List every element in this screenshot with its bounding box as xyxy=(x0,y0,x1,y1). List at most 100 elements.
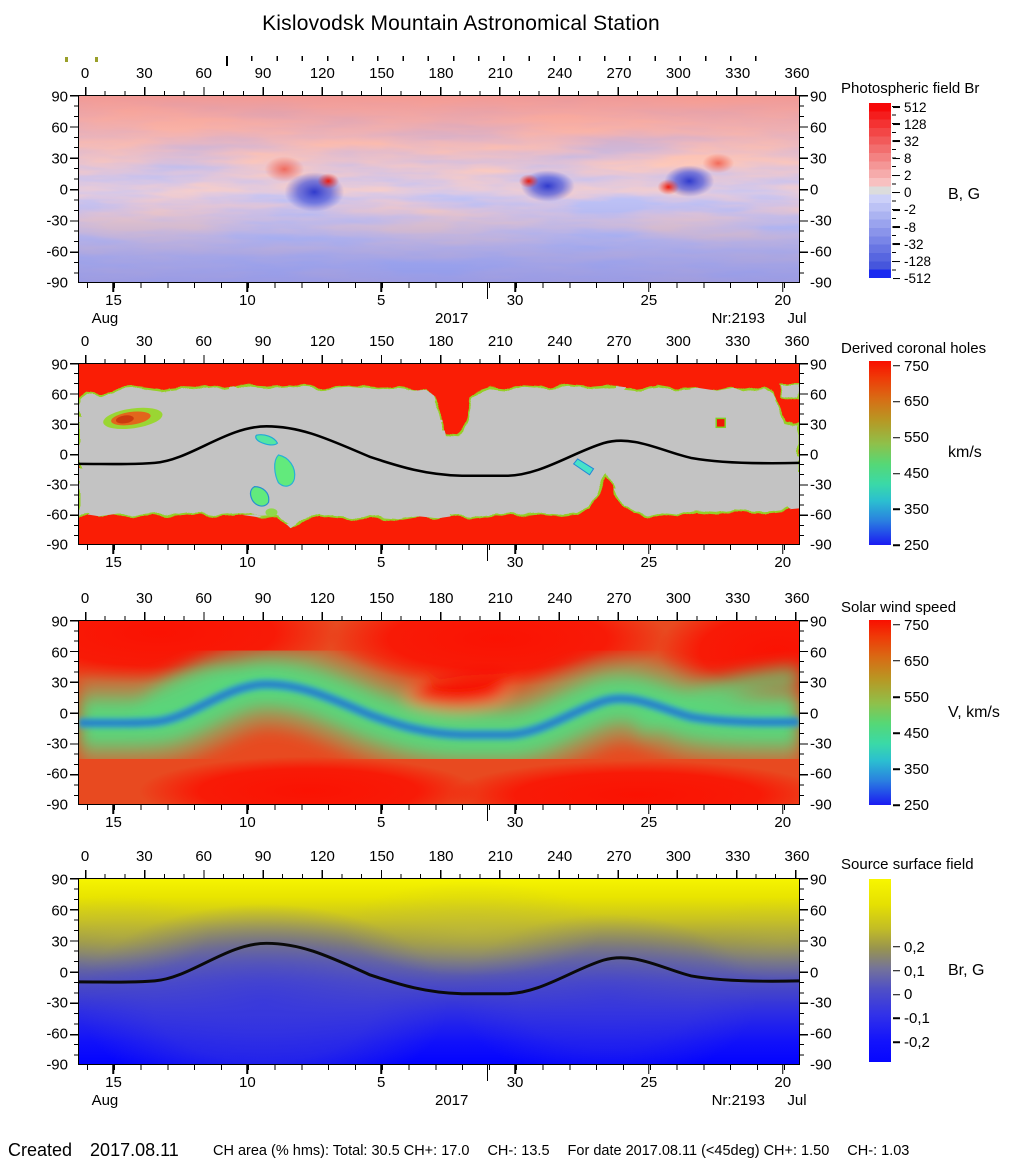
created-label: Created xyxy=(8,1140,73,1160)
tick-dash xyxy=(893,191,900,194)
longitude-tick-label: 120 xyxy=(309,590,335,607)
month-boundary-tick xyxy=(486,805,489,821)
year-label: 2017 xyxy=(434,310,469,327)
date-ticks xyxy=(85,1065,797,1081)
longitude-tick-label: 90 xyxy=(254,848,272,865)
colorbar-title: Derived coronal holes xyxy=(841,340,987,357)
latitude-axis-right: 90 60 30 0 -30 -60 -90 xyxy=(810,357,856,554)
latitude-tick-label: 60 xyxy=(810,386,827,404)
latitude-tick-label: 30 xyxy=(51,933,68,951)
longitude-ticks xyxy=(85,355,797,363)
date-tick-label: 15 xyxy=(105,814,122,831)
date-major-tick xyxy=(782,1065,784,1074)
colorbar-tick-label: 450 xyxy=(893,464,929,482)
latitude-tick-label: 90 xyxy=(810,613,827,631)
date-major-tick xyxy=(380,545,382,554)
panel-photospheric-field: 0 30 60 90 120 150 180 210 240 270 300 330 360 xyxy=(46,65,831,327)
tick-dash xyxy=(893,1017,900,1020)
stat-total: CH area (% hms): Total: 30.5 CH+: 17.0 xyxy=(213,1143,470,1159)
longitude-tick-label: 210 xyxy=(487,590,513,607)
colorbar-tick-label: 512 xyxy=(893,99,927,114)
tick-dash xyxy=(893,243,900,245)
colorbar-tick-label: 250 xyxy=(893,536,929,554)
date-tick-label: 30 xyxy=(506,292,524,309)
colorbar-tick-label: 650 xyxy=(893,393,929,410)
longitude-ticks xyxy=(85,612,797,620)
date-tick-label: 25 xyxy=(640,1074,658,1091)
month-boundary-tick xyxy=(486,1065,489,1081)
colorbar-unit: Br, G xyxy=(948,962,985,979)
date-tick-label: 30 xyxy=(506,554,524,571)
colorbar-tick-label: 128 xyxy=(893,116,927,132)
longitude-axis-top: 0 30 60 90 120 150 180 210 240 270 300 330 360 xyxy=(81,333,810,353)
stat-ch-minus: CH-: 13.5 xyxy=(487,1143,550,1159)
colorbar-tick-label: -8 xyxy=(893,219,916,235)
latitude-tick-label: -90 xyxy=(46,796,68,814)
date-major-tick xyxy=(514,545,516,554)
colorbar-ticks: 750 650 550 450 350 250 xyxy=(893,616,971,814)
latitude-tick-label: -30 xyxy=(810,735,832,753)
latitude-ticks-left xyxy=(70,95,78,283)
positive-field-dip xyxy=(79,893,209,973)
latitude-tick-label: 90 xyxy=(51,356,68,374)
latitude-tick-label: -60 xyxy=(810,1025,832,1043)
longitude-tick-label: 60 xyxy=(195,333,212,350)
date-ticks xyxy=(85,283,797,299)
longitude-tick-label: 30 xyxy=(135,65,153,82)
tick-dash xyxy=(893,472,900,475)
colorbar-tick-label: -512 xyxy=(893,270,931,286)
small-hole-patches xyxy=(103,407,726,517)
longitude-tick-label: 210 xyxy=(487,848,513,865)
date-tick-label: 15 xyxy=(105,292,122,309)
colorbar-tick-label: 250 xyxy=(893,796,929,814)
latitude-tick-label: 60 xyxy=(810,119,827,137)
tick-dash xyxy=(893,436,900,439)
longitude-tick-label: 300 xyxy=(665,590,691,607)
colorbar-tick-label: 32 xyxy=(893,133,919,149)
longitude-tick-label: 240 xyxy=(547,65,573,82)
colorbar-tick-label: 350 xyxy=(893,500,929,518)
latitude-tick-label: 60 xyxy=(51,386,68,404)
date-axis: 15 10 5 30 25 20 xyxy=(85,292,797,310)
date-ticks xyxy=(85,805,797,821)
date-tick-label: 25 xyxy=(640,554,658,571)
panel-solar-wind: 0 30 60 90 120 150 180 210 240 270 300 330 360 xyxy=(46,590,831,831)
longitude-tick-label: 330 xyxy=(725,848,751,865)
latitude-tick-label: 60 xyxy=(51,902,68,920)
latitude-tick-label: 90 xyxy=(51,88,68,106)
month-label-aug: Aug xyxy=(91,1092,119,1109)
colorbar-tick-label: 2 xyxy=(893,167,912,183)
colorbar-title: Solar wind speed xyxy=(841,599,957,616)
latitude-tick-label: 60 xyxy=(810,902,827,920)
latitude-tick-label: -60 xyxy=(46,1025,68,1043)
longitude-tick-label: 240 xyxy=(547,590,573,607)
longitude-tick-label: 210 xyxy=(487,65,513,82)
colorbar-tick-label: 0 xyxy=(893,184,912,200)
colorbar-ticks: 0,2 0,1 0 -0,1 -0,2 xyxy=(893,879,971,1062)
tick-dash xyxy=(893,140,900,143)
tick-dash xyxy=(893,277,900,280)
latitude-tick-label: -90 xyxy=(810,796,832,814)
date-major-tick xyxy=(246,1065,249,1074)
stat-ch-minus-45: CH-: 1.03 xyxy=(847,1143,910,1159)
latitude-tick-label: -90 xyxy=(810,274,832,292)
latitude-tick-label: 0 xyxy=(59,705,68,722)
latitude-tick-label: 30 xyxy=(51,416,68,434)
solar-wind-plot xyxy=(78,620,800,805)
tick-dash xyxy=(893,804,900,807)
colorbar-minor-ticks xyxy=(892,106,896,276)
coronal-holes-plot xyxy=(78,363,800,545)
longitude-tick-label: 150 xyxy=(369,65,395,82)
tick-dash xyxy=(893,946,900,948)
olive-tick xyxy=(65,57,68,62)
longitude-tick-label: 360 xyxy=(784,848,810,865)
date-tick-label: 30 xyxy=(506,814,524,831)
latitude-tick-label: 90 xyxy=(810,88,827,106)
latitude-axis-left: 90 60 30 0 -30 -60 -90 xyxy=(22,614,68,814)
solar-wind-map xyxy=(79,621,799,804)
date-major-tick xyxy=(782,545,784,554)
date-tick-label: 15 xyxy=(105,554,122,571)
neutral-line xyxy=(79,425,799,478)
latitude-tick-label: 90 xyxy=(810,871,827,889)
